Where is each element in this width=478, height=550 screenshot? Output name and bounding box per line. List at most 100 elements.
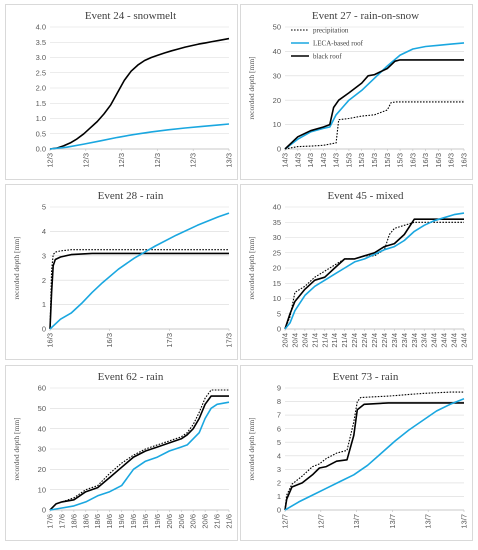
chart-svg: Event 73 - rain 0 1 2 3 4 5 6 7 8 9 recorded depth … [247,371,469,529]
y-tick-label: 30 [38,445,46,454]
y-tick-label: 40 [273,47,281,56]
x-tick-label: 19/6 [141,514,150,529]
y-tick-label: 1 [277,492,281,501]
panel-event-45: Event 45 - mixed 0 5 10 15 20 25 30 35 40 recorded… [240,184,473,360]
y-tick-label: 3.5 [36,38,46,47]
x-tick-label: 15/3 [370,153,379,168]
x-tick-label: 12/3 [189,153,198,168]
y-axis-label: recorded depth [mm] [247,417,256,480]
y-tick-label: 4 [277,451,281,460]
y-tick-label: 2.5 [36,68,46,77]
series-line-black [284,218,464,330]
panel-event-24: Event 24 - snowmelt 0.0 0.5 1.0 1.5 2.0 2.5 3.0… [5,4,238,180]
y-tick-label: 10 [273,120,281,129]
chart-svg: Event 45 - mixed 0 5 10 15 20 25 30 35 40 recorded… [247,190,469,348]
x-tick-label: 14/3 [319,153,328,168]
series-line-black [284,402,464,511]
y-tick-label: 5 [42,203,46,212]
y-tick-label: 0 [277,145,281,154]
x-tick-label: 22/4 [350,333,359,348]
x-tick-label: 23/4 [390,333,399,348]
y-tick-label: 6 [277,424,281,433]
x-tick-label: 24/4 [430,333,439,348]
chart-title: Event 62 - rain [98,371,164,383]
y-tick-label: 1.0 [36,114,46,123]
x-tick-label: 21/6 [225,514,234,529]
x-tick-label: 20/6 [189,514,198,529]
chart-svg: Event 27 - rain-on-snow 0 10 20 30 40 50 record… [247,10,469,168]
y-tick-label: 3.0 [36,53,46,62]
chart-svg: Event 62 - rain 0 10 20 30 40 50 60 recorded dep… [12,371,234,529]
x-tick-label: 22/4 [380,333,389,348]
x-tick-label: 18/6 [69,514,78,529]
x-tick-label: 20/4 [300,333,309,348]
x-tick-label: 19/6 [129,514,138,529]
y-tick-label: 50 [38,404,46,413]
series-line-precipitation [49,249,229,330]
x-tick-label: 17/6 [57,514,66,529]
x-tick-label: 15/3 [357,153,366,168]
series-line-black [284,59,464,150]
y-tick-label: 3 [277,465,281,474]
x-tick-label: 13/7 [388,514,397,529]
chart-title: Event 45 - mixed [327,190,404,202]
y-tick-label: 0.0 [36,145,46,154]
x-tick-label: 23/4 [420,333,429,348]
series-line-precipitation [49,389,229,511]
y-tick-label: 2.0 [36,84,46,93]
x-tick-label: 16/3 [460,153,469,168]
y-tick-label: 2 [277,478,281,487]
x-tick-label: 20/6 [165,514,174,529]
x-tick-label: 22/4 [370,333,379,348]
x-tick-label: 12/3 [117,153,126,168]
y-tick-label: 25 [273,248,281,257]
x-tick-label: 21/4 [340,333,349,348]
x-tick-label: 14/3 [281,153,290,168]
y-tick-label: 1.5 [36,99,46,108]
y-tick-label: 40 [273,203,281,212]
x-tick-label: 13/3 [225,153,234,168]
y-tick-label: 5 [277,438,281,447]
x-tick-label: 16/3 [105,333,114,348]
y-tick-label: 20 [273,96,281,105]
x-tick-label: 15/3 [396,153,405,168]
y-tick-label: 50 [273,23,281,32]
x-tick-label: 24/4 [460,333,469,348]
chart-svg: Event 28 - rain 0 1 2 3 4 5 recorded depth [mm]… [12,190,234,348]
y-tick-label: 3 [42,251,46,260]
y-tick-label: 40 [38,424,46,433]
x-tick-label: 21/4 [330,333,339,348]
y-tick-label: 8 [277,397,281,406]
series-line-precipitation [284,101,464,150]
y-tick-label: 30 [273,71,281,80]
y-tick-label: 0 [42,325,46,334]
y-axis-label: recorded depth [mm] [247,236,256,299]
legend-label-leca-based-roof: LECA-based roof [313,40,364,48]
x-tick-label: 16/3 [447,153,456,168]
series-line-leca [49,212,230,330]
y-tick-label: 10 [273,294,281,303]
y-axis-label: recorded depth [mm] [247,56,256,119]
x-tick-label: 12/3 [46,153,55,168]
y-axis-label: recorded depth [mm] [12,417,21,480]
series-line-leca [284,42,465,150]
chart-title: Event 73 - rain [333,371,399,383]
y-tick-label: 0 [277,325,281,334]
y-tick-label: 2 [42,276,46,285]
x-tick-label: 22/4 [360,333,369,348]
series-line-black [49,395,229,511]
x-tick-label: 18/6 [81,514,90,529]
x-tick-label: 19/6 [117,514,126,529]
x-tick-label: 15/3 [344,153,353,168]
x-tick-label: 20/6 [201,514,210,529]
y-tick-label: 5 [277,309,281,318]
x-tick-label: 17/3 [165,333,174,348]
x-tick-label: 14/3 [306,153,315,168]
y-tick-label: 60 [38,384,46,393]
x-tick-label: 21/6 [213,514,222,529]
panel-event-28: Event 28 - rain 0 1 2 3 4 5 recorded depth [mm]… [5,184,238,360]
series-line-leca [49,401,230,511]
series-line-leca [49,123,230,150]
x-tick-label: 18/6 [93,514,102,529]
